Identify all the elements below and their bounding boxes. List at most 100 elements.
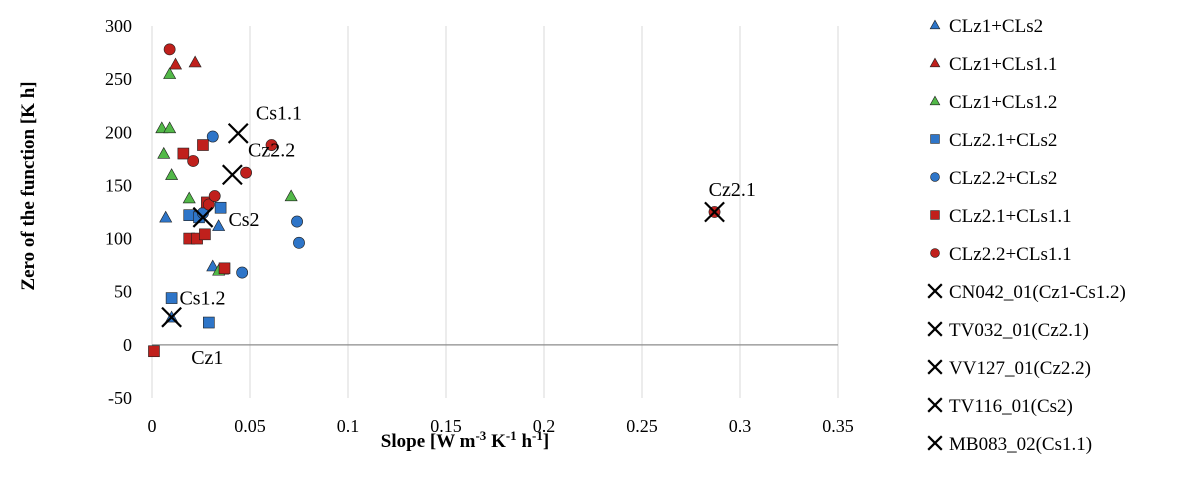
data-point bbox=[704, 201, 725, 223]
x-tick-label: 0.05 bbox=[234, 416, 266, 436]
data-point bbox=[212, 219, 226, 231]
x-marker-stroke bbox=[927, 397, 943, 413]
legend-marker bbox=[927, 283, 943, 299]
x-tick-label: 0.3 bbox=[729, 416, 752, 436]
legend-entry: MB083_02(Cs1.1) bbox=[927, 434, 1092, 455]
y-tick-label: 0 bbox=[123, 335, 132, 355]
data-point bbox=[165, 292, 178, 304]
y-tick-label: 50 bbox=[114, 282, 132, 302]
data-point bbox=[197, 139, 209, 151]
y-tick-label: -50 bbox=[108, 388, 132, 408]
point-annotation: Cs1.1 bbox=[256, 103, 302, 125]
data-point bbox=[284, 189, 298, 202]
data-point bbox=[240, 166, 252, 179]
point-annotation: Cs1.2 bbox=[179, 287, 225, 309]
x-marker-stroke bbox=[927, 321, 943, 337]
x-marker-stroke bbox=[927, 283, 943, 299]
legend-entry: TV032_01(Cz2.1) bbox=[927, 320, 1089, 341]
data-point bbox=[157, 146, 171, 159]
data-point bbox=[221, 164, 243, 186]
data-point bbox=[203, 316, 215, 329]
x-marker-stroke bbox=[161, 306, 182, 328]
x-tick-label: 0.1 bbox=[337, 416, 360, 436]
x-marker-stroke bbox=[227, 122, 249, 144]
legend-label: CLz2.2+CLs1.1 bbox=[949, 244, 1072, 265]
data-point bbox=[265, 139, 278, 151]
legend-entry: CLz1+CLs1.1 bbox=[929, 54, 1057, 75]
legend-label: VV127_01(Cz2.2) bbox=[949, 358, 1091, 379]
legend-marker bbox=[930, 210, 940, 220]
legend-label: CLz1+CLs1.1 bbox=[949, 54, 1057, 75]
x-marker-stroke bbox=[192, 206, 214, 228]
legend-entry: CLz2.2+CLs2 bbox=[930, 168, 1057, 189]
point-annotation: Cz2.1 bbox=[709, 179, 756, 201]
legend-entry: CLz1+CLs1.2 bbox=[929, 92, 1057, 113]
data-point bbox=[159, 210, 173, 223]
data-point bbox=[187, 155, 200, 167]
data-point bbox=[163, 121, 177, 134]
data-point bbox=[293, 236, 305, 249]
legend-label: CLz2.1+CLs1.1 bbox=[949, 206, 1072, 227]
x-marker-stroke bbox=[221, 164, 243, 186]
x-marker-stroke bbox=[704, 201, 725, 223]
point-annotation: Cs2 bbox=[228, 209, 259, 231]
x-tick-label: 0.15 bbox=[430, 416, 462, 436]
y-tick-label: 300 bbox=[105, 16, 132, 36]
legend-label: TV032_01(Cz2.1) bbox=[949, 320, 1089, 341]
x-axis-title: Slope [W m-3 K-1 h-1] bbox=[381, 428, 549, 452]
data-point bbox=[183, 209, 196, 221]
legend-entry: CLz1+CLs2 bbox=[929, 16, 1043, 37]
data-point bbox=[182, 191, 196, 204]
legend-marker bbox=[927, 435, 943, 451]
legend-label: CLz2.2+CLs2 bbox=[949, 168, 1057, 189]
data-point bbox=[163, 67, 177, 79]
x-marker-stroke bbox=[927, 435, 943, 451]
y-tick-label: 150 bbox=[105, 175, 132, 195]
data-point bbox=[148, 345, 160, 358]
data-point bbox=[163, 43, 176, 56]
legend-entry: TV116_01(Cs2) bbox=[927, 396, 1073, 417]
data-point bbox=[206, 130, 219, 143]
legend-marker bbox=[927, 321, 943, 337]
x-tick-label: 0.25 bbox=[626, 416, 658, 436]
legend-marker bbox=[929, 57, 941, 68]
x-tick-label: 0 bbox=[148, 416, 157, 436]
data-point bbox=[208, 190, 221, 202]
legend-entry: CLz2.1+CLs1.1 bbox=[930, 206, 1072, 227]
legend-label: TV116_01(Cs2) bbox=[949, 396, 1073, 417]
legend-marker bbox=[927, 397, 943, 413]
data-point bbox=[214, 201, 227, 214]
point-annotation: Cz1 bbox=[191, 347, 223, 369]
legend-marker bbox=[929, 19, 941, 30]
legend-marker bbox=[930, 134, 940, 144]
legend-entry: CLz2.2+CLs1.1 bbox=[930, 244, 1072, 265]
grid-lines bbox=[151, 26, 839, 398]
data-point bbox=[169, 57, 183, 70]
point-annotation: Cz2.2 bbox=[248, 140, 295, 162]
data-point bbox=[199, 228, 211, 241]
data-point bbox=[192, 206, 214, 228]
legend-label: CN042_01(Cz1-Cs1.2) bbox=[949, 282, 1126, 303]
y-axis-title: Zero of the function [K h] bbox=[18, 81, 39, 290]
axes: 0 0.05 0.1 0.15 0.2 0.25 0.3 0.35 -50 0 50 100 150 20… bbox=[105, 16, 854, 436]
legend-label: CLz1+CLs2 bbox=[949, 16, 1043, 37]
data-point bbox=[236, 266, 249, 279]
annotations: Cs1.1 Cz2.2 Cz2.1 Cs2 Cs1.2 Cz1 bbox=[179, 103, 755, 369]
data-point bbox=[161, 306, 182, 328]
data-point bbox=[227, 122, 249, 144]
legend-entry: CN042_01(Cz1-Cs1.2) bbox=[927, 282, 1126, 303]
legend-label: MB083_02(Cs1.1) bbox=[949, 434, 1092, 455]
legend-marker bbox=[927, 359, 943, 375]
x-marker-stroke bbox=[927, 359, 943, 375]
y-tick-label: 100 bbox=[105, 229, 132, 249]
data-points bbox=[148, 43, 725, 358]
legend: CLz1+CLs2 CLz1+CLs1.1 CLz1+CLs1.2 CLz2.1+CL… bbox=[927, 16, 1126, 455]
y-tick-label: 250 bbox=[105, 69, 132, 89]
legend-label: CLz2.1+CLs2 bbox=[949, 130, 1057, 151]
legend-marker bbox=[929, 95, 941, 106]
data-point bbox=[177, 147, 190, 160]
legend-entry: VV127_01(Cz2.2) bbox=[927, 358, 1091, 379]
legend-label: CLz1+CLs1.2 bbox=[949, 92, 1057, 113]
data-point bbox=[206, 259, 220, 272]
